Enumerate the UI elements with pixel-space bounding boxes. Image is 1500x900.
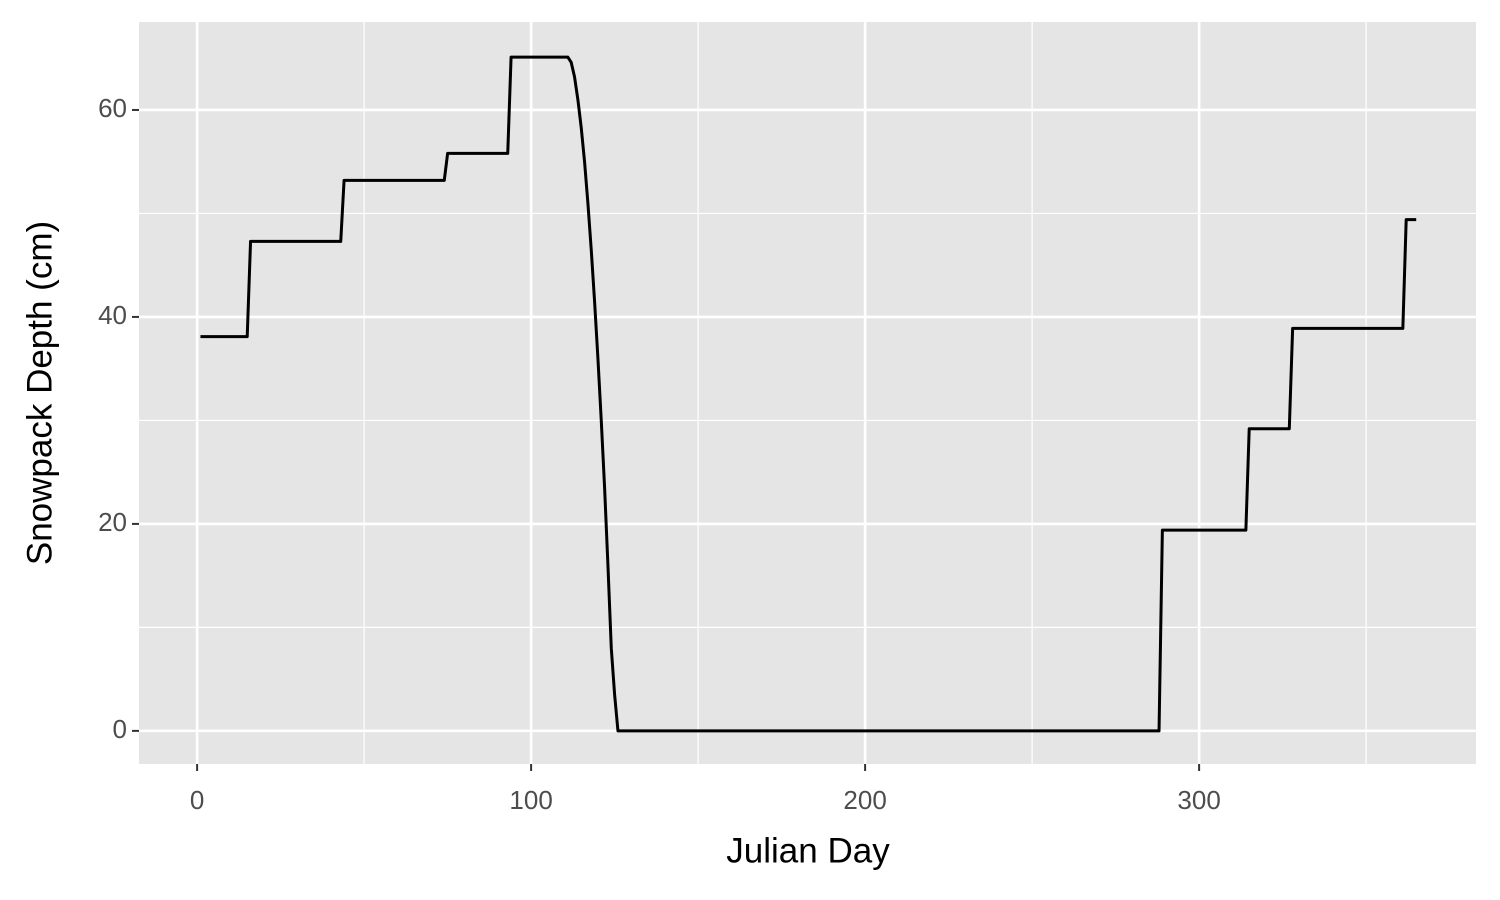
panel <box>139 22 1476 764</box>
x-tick-label: 0 <box>190 785 204 815</box>
x-tick-label: 200 <box>843 785 886 815</box>
x-tick-label: 100 <box>509 785 552 815</box>
x-axis-title: Julian Day <box>726 831 890 870</box>
y-tick-label: 40 <box>98 300 127 330</box>
line <box>200 55 1417 733</box>
marks <box>200 55 1417 733</box>
y-tick-label: 0 <box>113 714 127 744</box>
grid <box>139 22 1476 764</box>
y-axis-title: Snowpack Depth (cm) <box>20 221 59 565</box>
y-tick-label: 20 <box>98 507 127 537</box>
x-tick-label: 300 <box>1177 785 1220 815</box>
y-tick-label: 60 <box>98 93 127 123</box>
